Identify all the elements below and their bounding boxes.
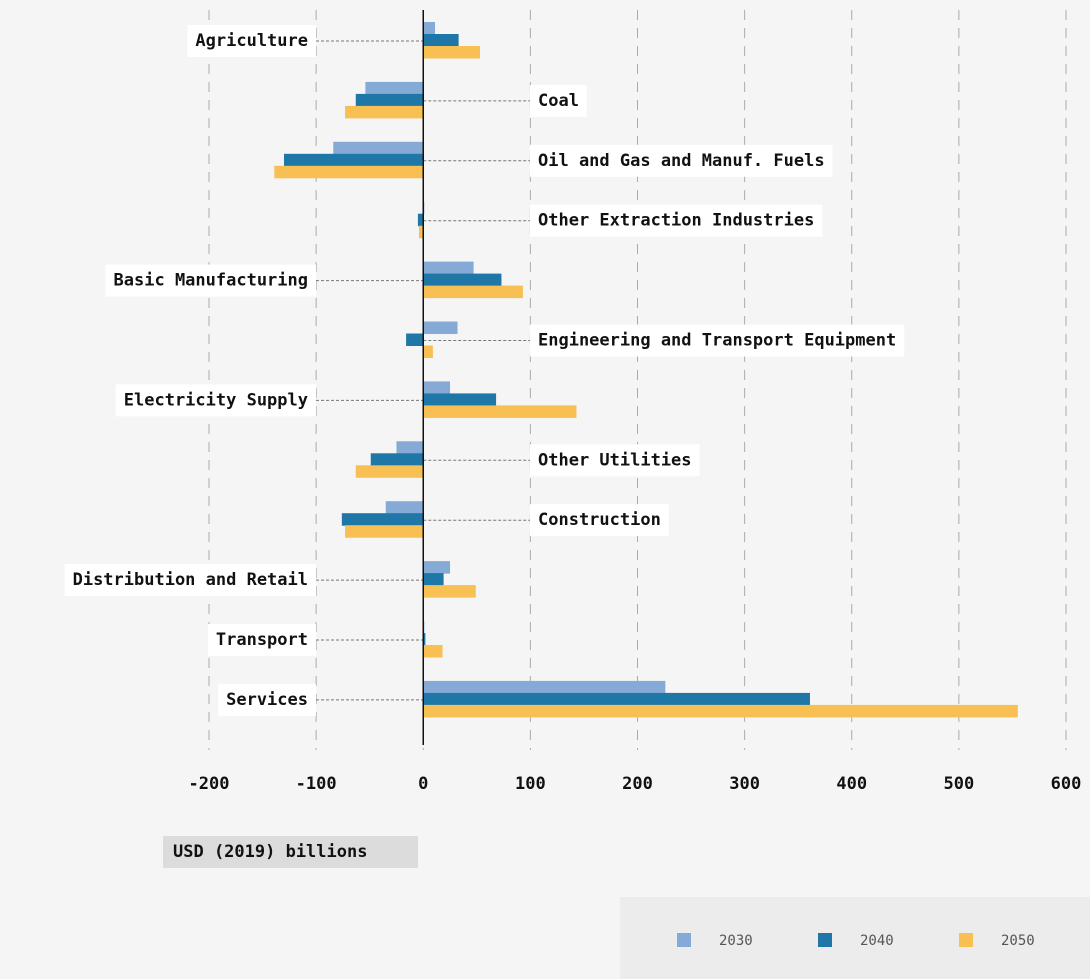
x-tick-label: 100	[515, 774, 546, 794]
category-label: Basic Manufacturing	[114, 271, 308, 291]
bar	[396, 441, 424, 454]
x-tick-label: 500	[944, 774, 975, 794]
bar	[365, 81, 424, 95]
bar	[423, 692, 810, 706]
label-box	[530, 204, 823, 237]
bar	[274, 165, 424, 179]
bar	[385, 501, 424, 514]
bar	[283, 153, 424, 167]
bar	[355, 93, 424, 107]
x-tick-label: 200	[622, 774, 653, 794]
x-axis-label: USD (2019) billions	[173, 842, 367, 862]
x-tick-label: 300	[729, 774, 760, 794]
category-label: Other Utilities	[538, 450, 692, 470]
bar	[423, 285, 523, 299]
category-label: Electricity Supply	[124, 390, 308, 410]
label-box	[530, 144, 833, 177]
bar	[423, 381, 451, 394]
bar	[423, 680, 666, 694]
bar	[423, 273, 502, 287]
label-box	[105, 264, 316, 297]
x-tick-label: 600	[1051, 774, 1082, 794]
legend-swatch	[677, 933, 691, 947]
label-box	[530, 504, 669, 537]
legend-label: 2050	[1001, 933, 1035, 949]
bar	[423, 633, 426, 646]
label-box	[115, 384, 316, 417]
label-box	[187, 25, 316, 57]
bar	[345, 525, 424, 538]
legend-label: 2040	[860, 933, 894, 949]
bar	[423, 321, 458, 334]
label-box	[207, 624, 316, 656]
bar	[418, 225, 424, 239]
legend-swatch	[959, 933, 973, 947]
bar	[423, 704, 1018, 718]
x-tick-label: -200	[189, 774, 230, 794]
legend-swatch	[818, 933, 832, 947]
bar	[355, 465, 424, 478]
x-label-box	[163, 836, 418, 868]
bar	[423, 261, 474, 275]
category-label: Distribution and Retail	[73, 570, 308, 590]
bar	[333, 141, 424, 155]
bar	[345, 105, 424, 119]
bar	[423, 46, 481, 59]
legend-label: 2030	[719, 933, 753, 949]
label-box	[218, 683, 316, 716]
bar	[406, 333, 424, 346]
category-label: Engineering and Transport Equipment	[538, 331, 896, 351]
legend-box	[620, 897, 1090, 979]
bar	[423, 22, 436, 35]
category-label: Transport	[216, 630, 308, 650]
category-label: Other Extraction Industries	[538, 211, 814, 231]
bar	[423, 561, 451, 574]
category-label: Coal	[538, 91, 579, 111]
bar	[370, 453, 424, 466]
bar	[423, 393, 497, 406]
label-box	[530, 324, 905, 357]
label-box	[64, 564, 316, 597]
x-tick-label: 0	[418, 774, 428, 794]
bar	[423, 585, 476, 598]
category-label: Oil and Gas and Manuf. Fuels	[538, 151, 825, 171]
label-box	[530, 84, 587, 117]
bar	[341, 513, 424, 526]
bar	[423, 573, 444, 586]
category-label: Services	[226, 690, 308, 710]
x-tick-label: 400	[836, 774, 867, 794]
bar	[423, 405, 577, 418]
category-label: Construction	[538, 510, 661, 530]
category-label: Agriculture	[195, 31, 308, 51]
x-tick-label: -100	[296, 774, 337, 794]
bar	[423, 645, 443, 658]
bar	[423, 345, 433, 358]
bar	[417, 213, 424, 227]
label-box	[530, 444, 700, 477]
bar	[423, 34, 459, 47]
